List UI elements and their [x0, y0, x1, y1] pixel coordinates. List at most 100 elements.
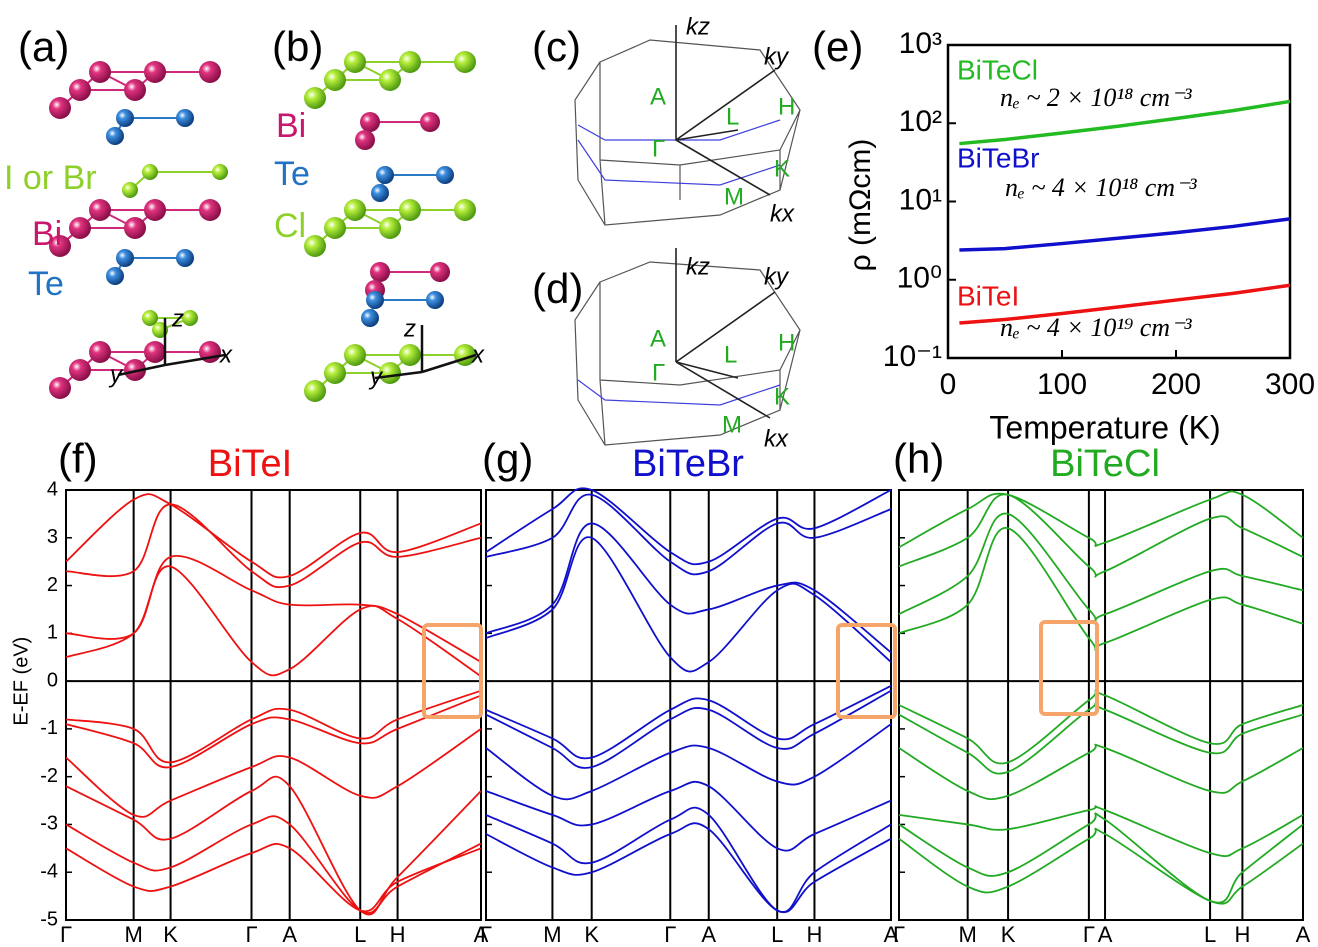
axis-label: z [171, 305, 184, 332]
atom [49, 377, 71, 399]
bz-axis: ky [764, 43, 790, 70]
atom [89, 341, 111, 363]
highlight-box [424, 622, 1097, 717]
axis-label: y [108, 361, 124, 388]
y-tick-label: 10⁰ [897, 262, 942, 295]
panel-title: BiTeBr [632, 443, 744, 485]
atom [344, 344, 366, 366]
plot-frame [486, 490, 891, 920]
annotation: nₑ ~ 2 × 10¹⁸ cm⁻³ [1000, 83, 1193, 112]
atom-label: Te [274, 155, 310, 193]
atom [144, 61, 166, 83]
atom [304, 235, 326, 257]
x-tick-label: L [354, 922, 366, 947]
y-axis-label: E-EF (eV) [10, 637, 32, 726]
x-axis-label: Temperature (K) [989, 409, 1220, 445]
atom [399, 344, 421, 366]
atom [436, 166, 454, 184]
atom [116, 249, 134, 267]
bz-point: M [724, 183, 744, 210]
bz-axis: kx [764, 425, 789, 452]
atom [399, 199, 421, 221]
atom [212, 164, 228, 180]
atom [324, 217, 346, 239]
atom-label: I or Br [4, 159, 97, 197]
x-tick-label: Γ [245, 922, 257, 947]
atom [324, 69, 346, 91]
x-tick-label: 200 [1151, 368, 1201, 401]
x-tick-label: M [543, 922, 561, 947]
axis-label: z [403, 315, 416, 342]
axis-label: x [219, 341, 233, 368]
x-tick-label: 300 [1265, 368, 1315, 401]
band [66, 816, 481, 913]
x-tick-label: Γ [664, 922, 676, 947]
atom [430, 262, 450, 282]
bz-point: H [778, 329, 795, 356]
y-axis-label: ρ (mΩcm) [844, 139, 877, 272]
axis-label: x [471, 341, 485, 368]
band [486, 808, 891, 913]
bz-point: L [724, 341, 737, 368]
atom [324, 362, 346, 384]
band [486, 691, 891, 768]
atom [379, 362, 401, 384]
band [486, 488, 891, 564]
atom [182, 310, 198, 326]
bz-point: K [774, 155, 790, 182]
atom-label: Cl [274, 207, 306, 245]
atom [371, 184, 389, 202]
atom [69, 359, 91, 381]
x-tick-label: M [124, 922, 142, 947]
atom [454, 199, 476, 221]
bz-point: H [778, 93, 795, 120]
annotation: nₑ ~ 4 × 10¹⁹ cm⁻³ [1000, 313, 1193, 342]
atom [69, 79, 91, 101]
x-tick-label: K [163, 922, 178, 947]
bz-point: A [650, 325, 666, 352]
y-tick-label: 10⁻¹ [883, 340, 942, 373]
atom [304, 87, 326, 109]
y-tick-label: -1 [40, 717, 58, 739]
series-label: BiTeBr [957, 142, 1039, 173]
bz-axis: kz [686, 253, 710, 280]
band [486, 537, 891, 671]
atom-label: Te [28, 265, 64, 303]
panel-label: (e) [812, 23, 863, 70]
band [66, 556, 481, 662]
x-tick-label: Γ [1083, 922, 1095, 947]
bz-point: K [774, 383, 790, 410]
band [486, 523, 891, 652]
x-tick-label: 100 [1037, 368, 1087, 401]
panel-label: (a) [18, 23, 69, 70]
panel-label: (c) [532, 23, 581, 70]
x-tick-label: K [1001, 922, 1016, 947]
atom [199, 199, 221, 221]
atom [399, 51, 421, 73]
series-label: BiTeCl [957, 54, 1038, 85]
panel-label: (d) [532, 265, 583, 312]
y-tick-label: 2 [47, 574, 58, 596]
y-tick-label: 10³ [899, 27, 942, 60]
x-tick-label: Γ [60, 922, 72, 947]
atom [366, 291, 384, 309]
band [486, 686, 891, 759]
atom-label: Bi [32, 215, 62, 253]
y-tick-label: -4 [40, 861, 58, 883]
atom [454, 51, 476, 73]
brillouin-zone [575, 25, 800, 445]
y-tick-label: 4 [47, 478, 58, 500]
atom [89, 199, 111, 221]
x-tick-label: A [1296, 922, 1311, 947]
x-tick-label: K [584, 922, 599, 947]
y-tick-label: -2 [40, 765, 58, 787]
y-tick-label: -5 [40, 908, 58, 930]
x-tick-label: H [807, 922, 823, 947]
panel-title: BiTeI [208, 443, 292, 485]
bz-axis: kz [686, 13, 710, 40]
panel-label: (f) [58, 435, 98, 482]
bz-point: L [726, 103, 739, 130]
atom [122, 182, 138, 198]
panel-title: BiTeCl [1050, 443, 1160, 485]
atom [199, 61, 221, 83]
